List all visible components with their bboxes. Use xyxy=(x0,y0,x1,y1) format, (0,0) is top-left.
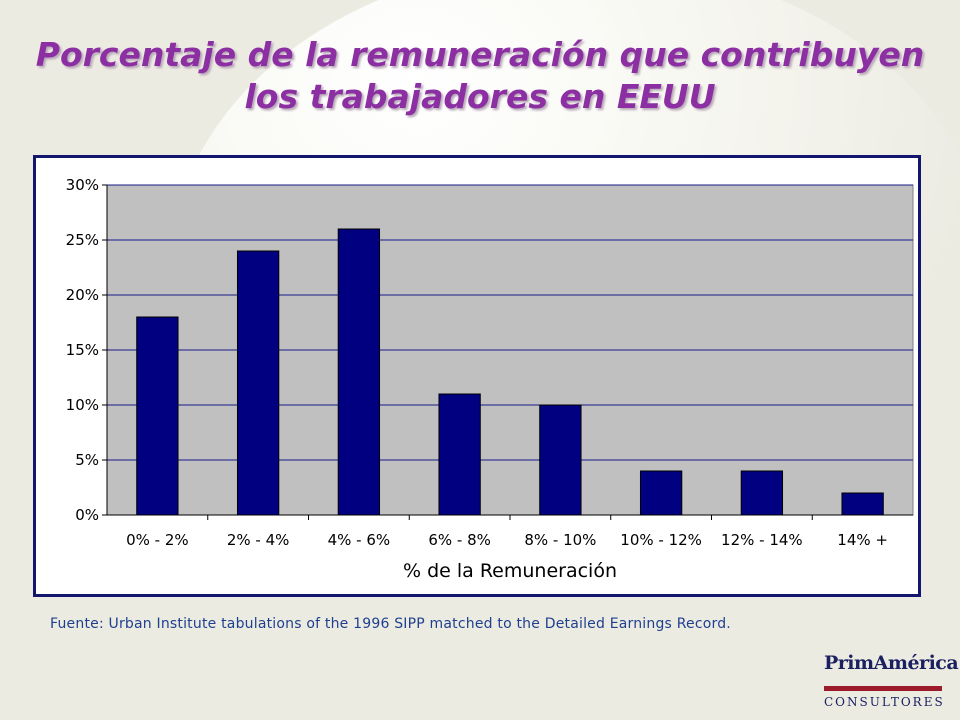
bar-7 xyxy=(740,470,784,516)
x-tick-label: 2% - 4% xyxy=(227,531,290,549)
slide-title-line1: Porcentaje de la remuneración que contri… xyxy=(35,35,925,74)
slide-title-line2: los trabajadores en EEUU xyxy=(244,77,716,116)
bar-5 xyxy=(539,404,582,516)
y-tick-label: 0% xyxy=(75,506,99,524)
bar-2 xyxy=(236,250,280,516)
bar-6 xyxy=(639,470,683,516)
x-tick-label: 14% + xyxy=(837,531,888,549)
x-tick-label: 0% - 2% xyxy=(126,531,189,549)
logo-bar xyxy=(824,686,942,691)
y-tick-label: 5% xyxy=(75,451,99,469)
bar-4 xyxy=(438,393,481,516)
tick-labels: 0% 5% 10% 15% 20% 25% 30% 0% - 2% 2% - 4% 4% - 6%… xyxy=(66,176,888,549)
bar-chart: 0% 5% 10% 15% 20% 25% 30% 0% - 2% 2% - 4% 4% - 6%… xyxy=(66,176,914,582)
x-tick-label: 6% - 8% xyxy=(428,531,491,549)
y-tick-label: 15% xyxy=(66,341,99,359)
y-tick-label: 30% xyxy=(66,176,99,194)
y-tick-label: 10% xyxy=(66,396,99,414)
x-axis-title: % de la Remuneración xyxy=(403,560,617,582)
y-tick-label: 20% xyxy=(66,286,99,304)
bar-8 xyxy=(841,492,884,516)
logo-subtitle: CONSULTORES xyxy=(824,695,945,709)
x-tick-label: 12% - 14% xyxy=(721,531,803,549)
logo-name: PrimAmérica xyxy=(824,652,959,674)
x-tick-label: 10% - 12% xyxy=(620,531,702,549)
y-tick-label: 25% xyxy=(66,231,99,249)
bar-1 xyxy=(136,316,179,516)
bars xyxy=(136,228,884,516)
x-tick-label: 4% - 6% xyxy=(328,531,391,549)
company-logo: PrimAmérica CONSULTORES xyxy=(824,652,959,714)
slide-title: Porcentaje de la remuneración que contri… xyxy=(0,34,960,118)
axes xyxy=(102,184,913,520)
source-note: Fuente: Urban Institute tabulations of t… xyxy=(50,616,731,632)
bar-3 xyxy=(337,228,381,516)
chart-frame: 0% 5% 10% 15% 20% 25% 30% 0% - 2% 2% - 4% 4% - 6%… xyxy=(33,155,921,597)
x-tick-label: 8% - 10% xyxy=(524,531,596,549)
